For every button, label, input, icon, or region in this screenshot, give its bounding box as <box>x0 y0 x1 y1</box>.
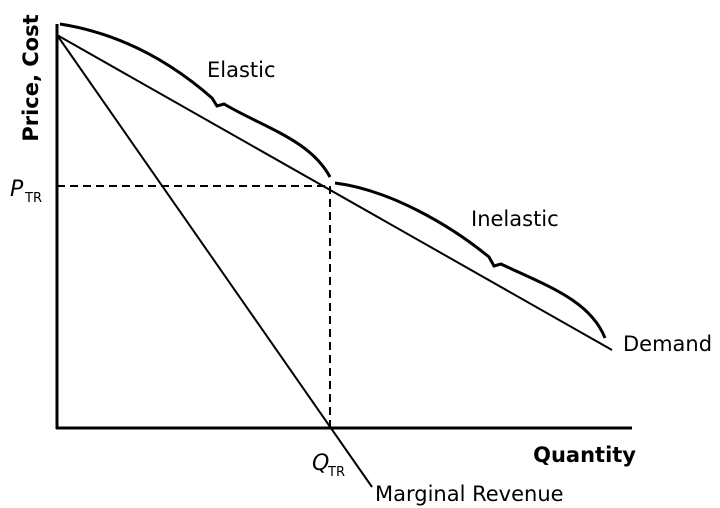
y-axis-label: Price, Cost <box>19 14 43 141</box>
quantity-marker: Q <box>312 451 329 476</box>
marginal-revenue-label: Marginal Revenue <box>375 482 564 506</box>
price-marker-subscript: TR <box>24 191 42 206</box>
demand-line <box>56 34 613 351</box>
x-axis-label: Quantity <box>533 443 636 467</box>
elastic-brace <box>59 22 332 178</box>
demand-label: Demand <box>623 332 712 356</box>
quantity-marker-subscript: TR <box>327 465 345 480</box>
price-marker: P <box>10 177 24 202</box>
marginal-revenue-line <box>56 34 373 488</box>
inelastic-brace <box>334 181 607 339</box>
elastic-label: Elastic <box>207 58 276 82</box>
inelastic-label: Inelastic <box>471 207 559 231</box>
